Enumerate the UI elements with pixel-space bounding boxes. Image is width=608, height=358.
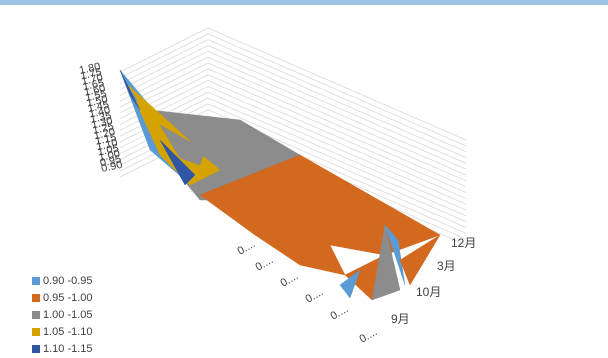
grid-line (207, 62, 467, 176)
x-tick-label: 0.... (236, 238, 258, 258)
grid-line (207, 85, 467, 199)
legend-item: 1.00 -1.05 (32, 306, 93, 323)
grid-line (207, 27, 467, 141)
grid-line (207, 97, 467, 211)
z-tick-label: 0.95 (99, 153, 122, 169)
grid-line (207, 80, 467, 193)
z-tick-label: 1.30 (90, 115, 113, 131)
z-tick-label: 1.75 (79, 66, 102, 82)
surface-patch (371, 224, 401, 301)
grid-line (207, 33, 467, 147)
series-axis-label: 12月 (451, 236, 476, 250)
top-accent-bar (0, 0, 608, 5)
legend-label: 1.10 -1.15 (43, 342, 93, 355)
z-tick-label: 1.55 (84, 88, 107, 104)
z-tick-label: 0.90 (100, 159, 123, 175)
surface-patch (159, 139, 196, 186)
grid-line (119, 39, 209, 85)
z-tick-label: 1.70 (81, 72, 104, 88)
grid-line (207, 91, 467, 205)
grid-line (119, 74, 209, 120)
z-tick-label: 1.35 (89, 110, 112, 126)
x-tick-label: 0.... (304, 286, 326, 306)
grid-line (207, 39, 467, 153)
legend-swatch (32, 344, 40, 353)
series-axis-label: 9月 (391, 312, 410, 326)
x-tick-label: 0.... (358, 326, 380, 346)
z-tick-label: 1.80 (78, 61, 101, 77)
grid-line (119, 27, 209, 73)
x-tick-label: 0.... (329, 303, 351, 323)
legend: 0.90 -0.95 0.95 -1.00 1.00 -1.05 1.05 -1… (32, 272, 93, 357)
z-tick-label: 1.40 (88, 104, 111, 120)
grid-line (207, 56, 467, 170)
z-axis-tick-labels: 1.801.751.701.651.601.551.501.451.401.35… (78, 61, 123, 175)
legend-swatch (32, 310, 40, 319)
surface-mesh (119, 69, 441, 301)
surface-patch (159, 124, 206, 166)
x-tick-label: 0.... (279, 270, 301, 290)
z-tick-label: 1.10 (95, 137, 118, 153)
z-tick-label: 1.25 (92, 121, 115, 137)
z-tick-label: 1.15 (94, 132, 117, 148)
grid-line (119, 85, 209, 131)
z-tick-label: 1.05 (96, 142, 119, 158)
grid-line (207, 103, 467, 217)
z-tick-label: 1.00 (98, 148, 121, 164)
surface-patch (119, 69, 141, 111)
z-tick-label: 1.65 (82, 77, 105, 93)
legend-label: 0.95 -1.00 (43, 291, 93, 304)
grid-line (207, 45, 467, 158)
legend-swatch (32, 327, 40, 336)
grid-line (207, 68, 467, 182)
x-tick-label: 0.... (254, 254, 276, 274)
legend-label: 1.05 -1.10 (43, 325, 93, 338)
z-tick-label: 1.60 (83, 83, 106, 99)
legend-swatch (32, 276, 40, 285)
z-tick-label: 1.20 (93, 126, 116, 142)
grid-line (207, 74, 467, 188)
legend-label: 0.90 -0.95 (43, 274, 93, 287)
legend-swatch (32, 293, 40, 302)
grid-line (119, 45, 209, 90)
surface-patch (339, 269, 361, 299)
series-axis-labels: 12月 3月 10月 9月 (391, 236, 476, 326)
series-axis-label: 3月 (437, 259, 456, 273)
grid-line (119, 80, 209, 125)
z-tick-label: 1.50 (85, 93, 108, 109)
legend-item: 0.90 -0.95 (32, 272, 93, 289)
legend-label: 1.00 -1.05 (43, 308, 93, 321)
grid-line (207, 50, 467, 164)
surface-patch (399, 234, 441, 286)
legend-item: 1.10 -1.15 (32, 340, 93, 357)
legend-item: 1.05 -1.10 (32, 323, 93, 340)
grid-line (119, 33, 209, 79)
series-axis-label: 10月 (416, 285, 441, 299)
z-tick-label: 1.45 (87, 99, 110, 115)
legend-item: 0.95 -1.00 (32, 289, 93, 306)
